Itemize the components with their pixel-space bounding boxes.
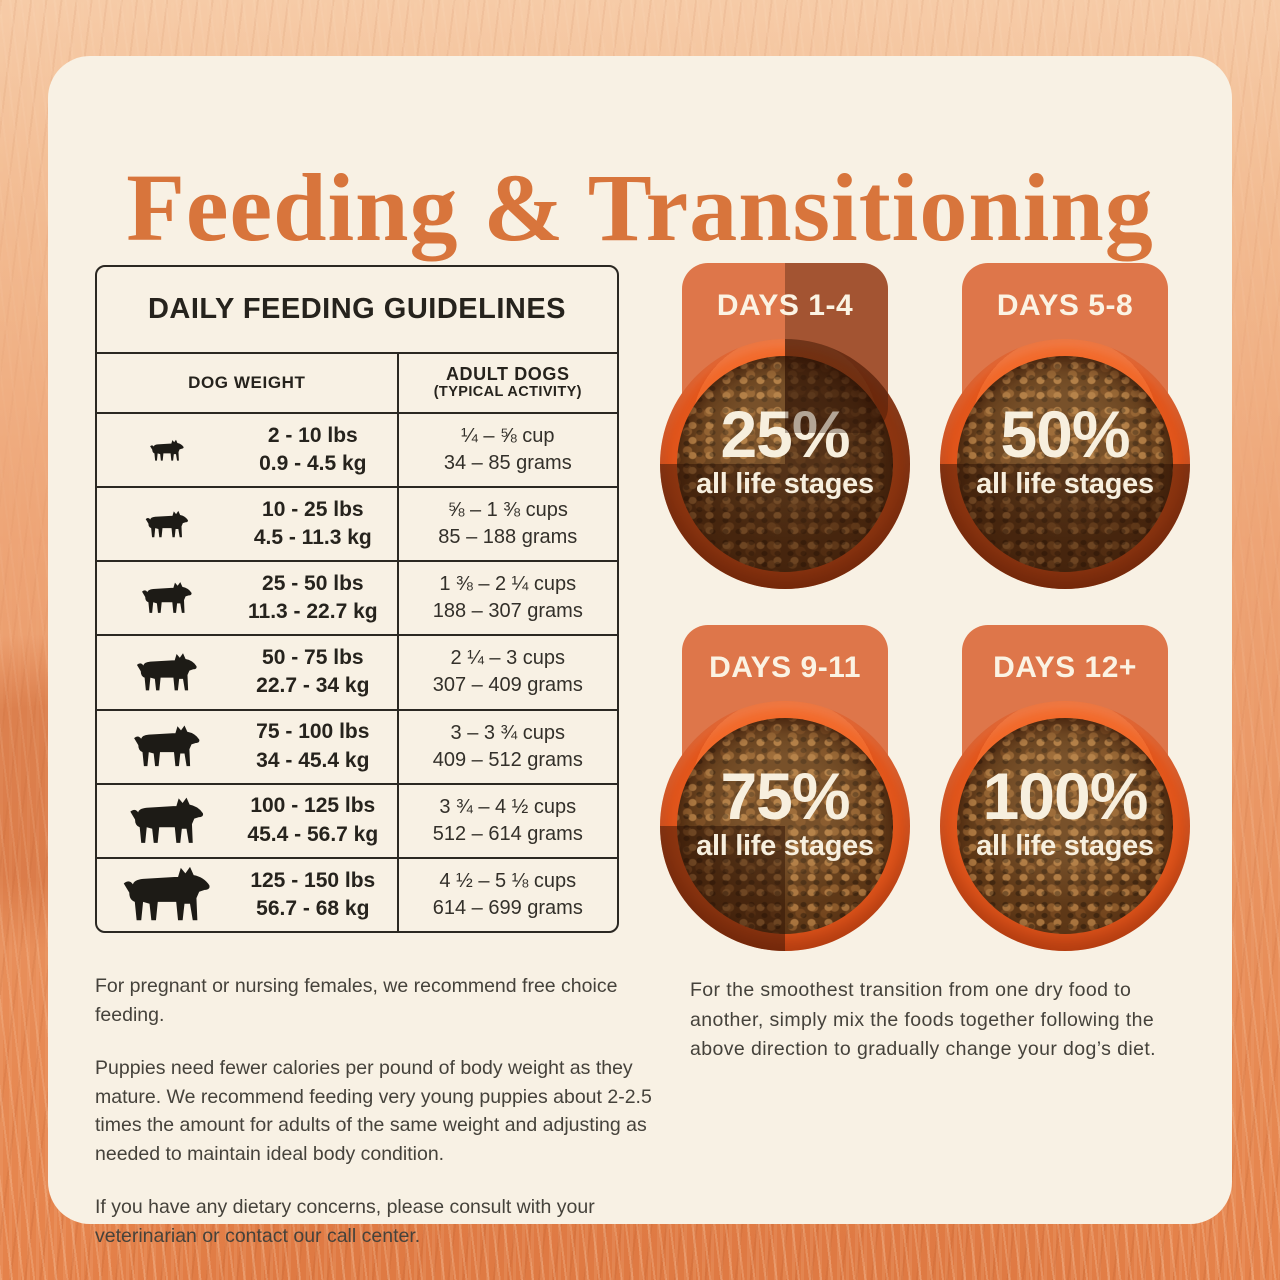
grams-range: 512 – 614 grams xyxy=(432,822,583,845)
labrador-dog-icon xyxy=(97,796,237,846)
mix-percentage: 50% xyxy=(1000,397,1130,472)
mix-ratio-overlay xyxy=(660,339,910,589)
pregnant-note: For pregnant or nursing females, we reco… xyxy=(95,975,618,1026)
cups-range: 3 ¾ – 4 ½ cups xyxy=(439,795,577,818)
grams-range: 307 – 409 grams xyxy=(432,674,583,697)
transition-step: DAYS 1-4 25% all life stages xyxy=(660,263,910,593)
weight-kg: 0.9 - 4.5 kg xyxy=(259,452,367,476)
transition-note: For the smoothest transition from one dr… xyxy=(690,979,1156,1061)
transition-step: DAYS 9-11 75% all life stages xyxy=(660,625,910,955)
life-stages-caption: all life stages xyxy=(976,467,1154,500)
daily-feeding-guidelines-table: DAILY FEEDING GUIDELINES DOG WEIGHT ADUL… xyxy=(95,265,619,933)
table-row: 10 - 25 lbs 4.5 - 11.3 kg ⅝ – 1 ⅜ cups 85 … xyxy=(97,488,617,563)
french-bulldog-dog-icon xyxy=(97,510,237,539)
transition-step: DAYS 12+ 100% all life stages xyxy=(940,625,1190,955)
kibble-bowl-icon: 25% all life stages xyxy=(660,339,910,589)
feeding-notes: For pregnant or nursing females, we reco… xyxy=(95,972,660,1275)
weight-lbs: 10 - 25 lbs xyxy=(262,497,364,521)
dog-weight-header: DOG WEIGHT xyxy=(97,354,399,412)
kibble-texture xyxy=(957,356,1173,572)
mix-ratio-overlay xyxy=(940,339,1190,589)
terrier-dog-icon xyxy=(97,581,237,615)
cups-range: 2 ¼ – 3 cups xyxy=(450,647,566,670)
mix-percentage: 100% xyxy=(982,759,1149,834)
grams-range: 85 – 188 grams xyxy=(438,526,578,549)
weight-kg: 34 - 45.4 kg xyxy=(256,748,370,772)
adult-dogs-header: ADULT DOGS (TYPICAL ACTIVITY) xyxy=(433,364,582,400)
life-stages-caption: all life stages xyxy=(696,829,874,862)
kibble-texture xyxy=(957,718,1173,934)
table-row: 125 - 150 lbs 56.7 - 68 kg 4 ½ – 5 ⅛ cups… xyxy=(97,858,617,931)
weight-kg: 56.7 - 68 kg xyxy=(256,896,370,920)
weight-lbs: 2 - 10 lbs xyxy=(267,423,358,447)
newfoundland-dog-icon xyxy=(97,865,237,924)
grams-range: 34 – 85 grams xyxy=(443,452,572,475)
page-title: Feeding & Transitioning xyxy=(126,154,1154,261)
weight-kg: 11.3 - 22.7 kg xyxy=(248,600,378,624)
weight-lbs: 25 - 50 lbs xyxy=(262,572,364,595)
weight-kg: 45.4 - 56.7 kg xyxy=(247,822,379,846)
cups-range: 4 ½ – 5 ⅛ cups xyxy=(439,869,577,892)
cups-range: ¼ – ⅝ cup xyxy=(461,425,555,448)
table-row: 2 - 10 lbs 0.9 - 4.5 kg ¼ – ⅝ cup 34 – 85 … xyxy=(97,414,617,489)
mix-ratio-overlay xyxy=(660,701,910,951)
weight-lbs: 100 - 125 lbs xyxy=(250,794,376,818)
table-header-row: DOG WEIGHT ADULT DOGS (TYPICAL ACTIVITY) xyxy=(97,354,617,414)
days-banner: DAYS 12+ xyxy=(962,625,1168,795)
life-stages-caption: all life stages xyxy=(976,829,1154,862)
grams-range: 409 – 512 grams xyxy=(432,748,583,771)
dietary-note: If you have any dietary concerns, please… xyxy=(95,1196,595,1248)
kibble-texture xyxy=(677,718,893,934)
table-row: 75 - 100 lbs 34 - 45.4 kg 3 – 3 ¾ cups 409… xyxy=(97,710,617,785)
weight-kg: 22.7 - 34 kg xyxy=(256,674,370,698)
cups-range: 1 ⅜ – 2 ¼ cups xyxy=(439,573,577,596)
grams-range: 614 – 699 grams xyxy=(432,896,583,919)
kibble-bowl-icon: 100% all life stages xyxy=(940,701,1190,951)
kibble-bowl-icon: 50% all life stages xyxy=(940,339,1190,589)
mix-percentage: 25% xyxy=(720,397,850,472)
table-row: 100 - 125 lbs 45.4 - 56.7 kg 3 ¾ – 4 ½ cu… xyxy=(97,784,617,859)
feeding-guide-card: Feeding & Transitioning DAILY FEEDING GU… xyxy=(48,56,1232,1247)
kibble-bowl-icon: 75% all life stages xyxy=(660,701,910,951)
grams-range: 188 – 307 grams xyxy=(432,600,583,623)
transition-step: DAYS 5-8 50% all life stages xyxy=(940,263,1190,593)
kibble-texture xyxy=(677,356,893,572)
chihuahua-dog-icon xyxy=(97,439,237,462)
life-stages-caption: all life stages xyxy=(696,467,874,500)
mix-ratio-overlay xyxy=(940,701,1190,951)
cups-range: ⅝ – 1 ⅜ cups xyxy=(447,499,568,522)
pit-bull-dog-icon xyxy=(97,652,237,693)
banner-shade xyxy=(785,263,888,433)
weight-lbs: 50 - 75 lbs xyxy=(262,646,364,670)
mix-percentage: 75% xyxy=(720,759,850,834)
puppies-note: Puppies need fewer calories per pound of… xyxy=(95,1056,652,1166)
days-banner: DAYS 1-4 xyxy=(682,263,888,433)
table-title: DAILY FEEDING GUIDELINES xyxy=(97,267,617,354)
table-row: 50 - 75 lbs 22.7 - 34 kg 2 ¼ – 3 cups 307 … xyxy=(97,636,617,711)
great-dane-dog-icon xyxy=(97,724,237,769)
table-row: 25 - 50 lbs 11.3 - 22.7 kg 1 ⅜ – 2 ¼ cups… xyxy=(97,562,617,637)
weight-lbs: 75 - 100 lbs xyxy=(256,720,370,744)
cups-range: 3 – 3 ¾ cups xyxy=(450,721,566,744)
days-banner: DAYS 9-11 xyxy=(682,625,888,795)
weight-lbs: 125 - 150 lbs xyxy=(250,868,376,892)
weight-kg: 4.5 - 11.3 kg xyxy=(253,526,372,550)
